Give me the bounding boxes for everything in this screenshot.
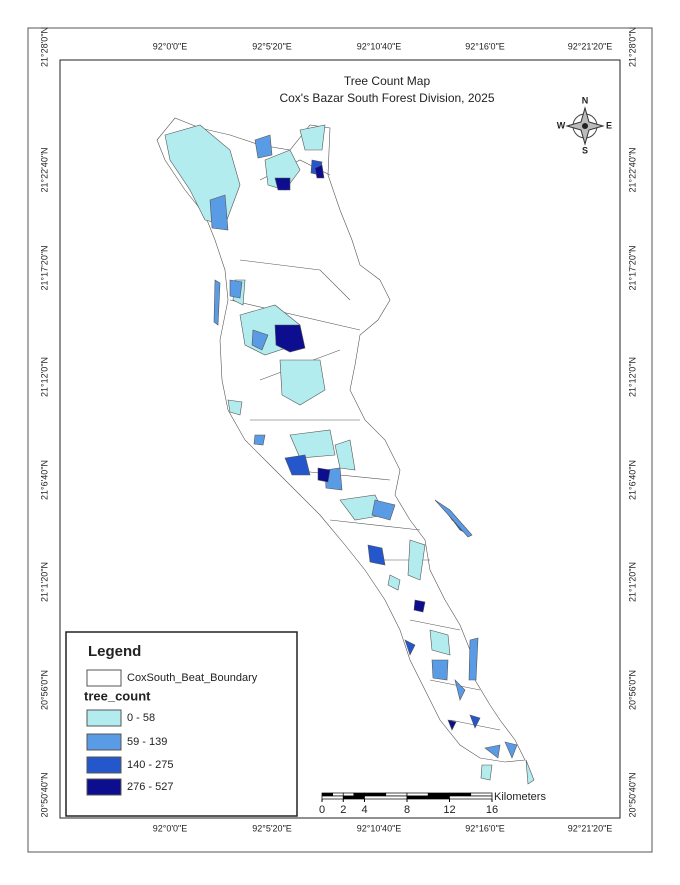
legend-field: tree_count — [84, 688, 151, 703]
scale-tick-label: 2 — [340, 804, 346, 816]
legend-label: CoxSouth_Beat_Boundary — [127, 672, 258, 684]
latitude-label: 21°12'0"N — [39, 357, 49, 397]
latitude-label: 21°1'20"N — [627, 562, 637, 602]
scale-unit: Kilometers — [494, 791, 546, 803]
scale-segment — [470, 792, 493, 797]
island — [213, 279, 473, 538]
scale-tick-label: 12 — [443, 804, 455, 816]
latitude-label: 21°6'40"N — [627, 460, 637, 500]
legend: Legend CoxSouth_Beat_Boundary tree_count… — [65, 631, 298, 817]
class-1-area — [227, 359, 336, 459]
scale-segment — [364, 795, 408, 800]
latitude-label: 21°17'20"N — [627, 245, 637, 290]
scale-segment — [342, 792, 355, 797]
longitude-label: 92°10'40"E — [357, 823, 402, 833]
latitude-label: 21°17'20"N — [39, 245, 49, 290]
longitude-label: 92°16'0"E — [465, 41, 505, 51]
longitude-label: 92°21'20"E — [568, 41, 613, 51]
scale-tick-label: 0 — [319, 804, 325, 816]
scale-segment — [342, 795, 365, 800]
compass-n: N — [582, 95, 589, 105]
latitude-label: 21°28'0"N — [627, 27, 637, 67]
legend-label: 59 - 139 — [127, 736, 167, 748]
legend-swatch — [86, 778, 122, 796]
scale-tick-label: 16 — [486, 804, 498, 816]
legend-label: 140 - 275 — [127, 759, 173, 771]
scale-segment — [321, 792, 333, 797]
map-title: Tree Count Map — [344, 74, 431, 88]
latitude-label: 20°50'40"N — [627, 772, 637, 817]
longitude-label: 92°16'0"E — [465, 823, 505, 833]
compass-center — [582, 123, 588, 129]
class-2-area — [253, 434, 518, 759]
north-arrow: N S E W — [557, 95, 612, 155]
scale-segment — [364, 792, 387, 797]
compass-s: S — [582, 145, 588, 155]
latitude-label: 21°22'40"N — [627, 147, 637, 192]
legend-label: 0 - 58 — [127, 712, 155, 724]
graticule-labels: 92°0'0"E 92°0'0"E 92°5'20"E 92°5'20"E 92°10'… — [39, 27, 637, 833]
legend-label: 276 - 527 — [127, 781, 173, 793]
latitude-label: 21°12'0"N — [627, 357, 637, 397]
scale-segment — [385, 792, 408, 797]
map-subtitle: Cox's Bazar South Forest Division, 2025 — [279, 91, 494, 105]
compass-e: E — [606, 120, 612, 130]
legend-swatch — [86, 756, 122, 774]
scale-segment — [332, 792, 344, 797]
longitude-label: 92°10'40"E — [357, 41, 402, 51]
legend-swatch — [86, 733, 122, 751]
longitude-label: 92°5'20"E — [252, 823, 292, 833]
latitude-label: 21°1'20"N — [39, 562, 49, 602]
longitude-label: 92°5'20"E — [252, 41, 292, 51]
scale-tick-label: 4 — [361, 804, 367, 816]
scale-segment — [406, 795, 450, 800]
legend-title: Legend — [88, 643, 141, 660]
forest-area — [156, 117, 535, 785]
latitude-label: 20°56'0"N — [627, 670, 637, 710]
scale-segment — [449, 792, 472, 797]
latitude-label: 20°50'40"N — [39, 772, 49, 817]
longitude-label: 92°0'0"E — [153, 823, 188, 833]
class-1-area — [264, 124, 401, 591]
latitude-label: 21°6'40"N — [39, 460, 49, 500]
latitude-label: 21°22'40"N — [39, 147, 49, 192]
compass-w: W — [557, 120, 566, 130]
latitude-label: 21°28'0"N — [39, 27, 49, 67]
longitude-label: 92°21'20"E — [568, 823, 613, 833]
scale-segment — [406, 792, 429, 797]
legend-swatch — [86, 709, 122, 727]
scale-tick-label: 8 — [404, 804, 410, 816]
longitude-label: 92°0'0"E — [153, 41, 188, 51]
scale-segment — [321, 795, 344, 800]
scale-segment — [427, 792, 450, 797]
scale-segment — [449, 795, 493, 800]
class-2-area — [209, 134, 273, 351]
scale-segment — [353, 792, 365, 797]
legend-swatch — [86, 669, 122, 687]
class-4-area — [274, 164, 457, 731]
latitude-label: 20°56'0"N — [39, 670, 49, 710]
scale-bar: Kilometers 0 2 4 8 12 16 — [319, 791, 547, 816]
